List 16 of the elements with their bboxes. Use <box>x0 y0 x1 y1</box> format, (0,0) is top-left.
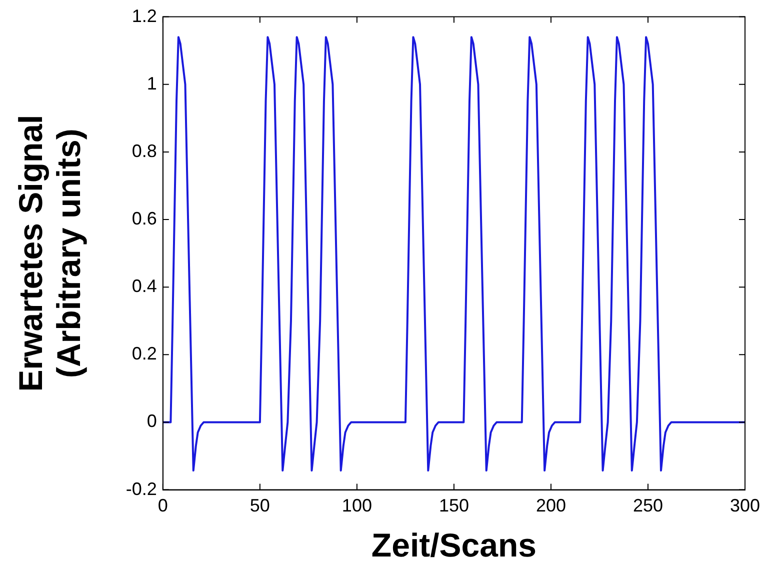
y-tick-label: -0.2 <box>126 478 157 499</box>
y-tick-label: 0.2 <box>132 344 157 364</box>
x-tick-label: 300 <box>730 496 760 516</box>
x-tick-label: 50 <box>250 496 270 516</box>
x-axis-title: Zeit/Scans <box>371 526 536 564</box>
x-tick-label: 200 <box>536 496 566 516</box>
x-tick-label: 250 <box>632 496 664 516</box>
y-tick-label: 0.6 <box>132 208 157 228</box>
y-tick-label: 0 <box>146 411 157 432</box>
y-tick-label: 1 <box>146 73 157 94</box>
x-tick-label: 100 <box>342 496 372 516</box>
y-tick-label: 1.2 <box>132 6 157 26</box>
x-tick-label: 150 <box>438 496 469 516</box>
y-tick-label: 0.4 <box>132 276 157 296</box>
y-axis-title: Erwartetes Signal (Arbitrary units) <box>12 114 88 392</box>
y-tick-label: 0.8 <box>132 140 157 161</box>
